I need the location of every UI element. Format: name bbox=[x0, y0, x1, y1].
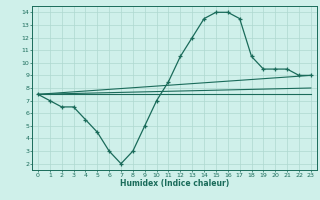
X-axis label: Humidex (Indice chaleur): Humidex (Indice chaleur) bbox=[120, 179, 229, 188]
